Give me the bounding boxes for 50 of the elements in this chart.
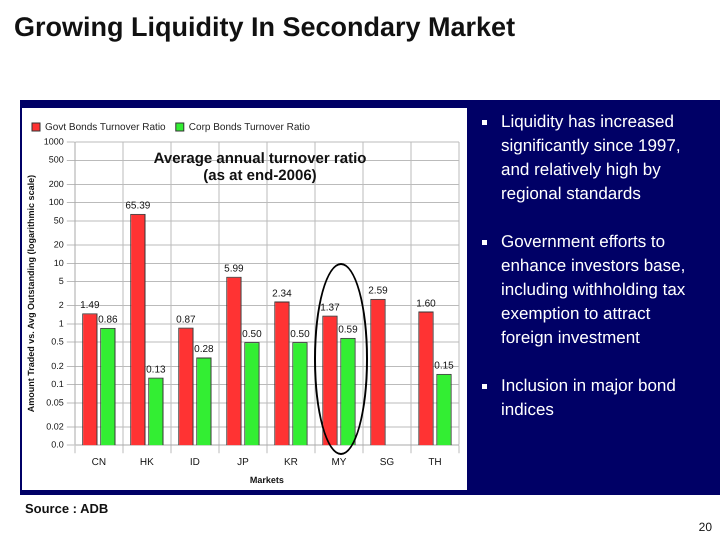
y-tick-label: 50 bbox=[54, 215, 64, 226]
legend-label: Govt Bonds Turnover Ratio bbox=[45, 122, 166, 133]
y-tick-label: 100 bbox=[48, 197, 64, 208]
x-tick-label: ID bbox=[190, 456, 200, 468]
text: Government efforts to enhance investors base, including withholding tax exemption to attract foreign investment bbox=[500, 231, 686, 349]
data-label: 1.49 bbox=[80, 300, 100, 312]
y-tick-label: 10 bbox=[54, 258, 64, 268]
y-tick-label: 2 bbox=[58, 300, 64, 310]
y-axis-title: Amount Traded vs. Avg Outstanding (logarithmic scale) bbox=[26, 174, 36, 412]
data-label: 0.15 bbox=[434, 360, 454, 372]
text: Inclusion in major bond indices bbox=[500, 375, 677, 421]
y-tick-label: 0.05 bbox=[46, 397, 64, 408]
x-tick-label: MY bbox=[331, 456, 347, 468]
x-tick-label: HK bbox=[140, 456, 154, 468]
y-tick-label: 1 bbox=[58, 318, 64, 328]
y-tick-label: 0.2 bbox=[51, 360, 64, 371]
y-tick-label: 0.1 bbox=[51, 379, 64, 390]
data-label: 0.86 bbox=[98, 314, 118, 326]
text: Liquidity has increased significantly since 1997, and relatively high by regional standards bbox=[500, 111, 682, 205]
x-tick-label: KR bbox=[284, 456, 298, 468]
text: 20 bbox=[698, 520, 712, 534]
y-tick-label: 20 bbox=[54, 240, 64, 250]
y-tick-label: 5 bbox=[58, 276, 64, 286]
y-tick-label: 0.5 bbox=[51, 336, 64, 347]
data-label: 1.60 bbox=[416, 298, 436, 310]
data-label: 2.34 bbox=[272, 288, 292, 300]
chart-title: Growing Liquidity In Secondary Market bbox=[14, 12, 516, 43]
data-label: 0.50 bbox=[242, 328, 262, 340]
data-label: 0.50 bbox=[290, 328, 310, 340]
x-axis-title: Markets bbox=[250, 475, 284, 486]
data-label: 65.39 bbox=[125, 200, 151, 212]
y-tick-label: 200 bbox=[48, 178, 64, 189]
x-tick-label: JP bbox=[237, 456, 250, 468]
x-tick-label: SG bbox=[380, 456, 394, 468]
data-label: 0.87 bbox=[176, 314, 196, 326]
x-tick-label: TH bbox=[428, 456, 442, 468]
legend-label: Corp Bonds Turnover Ratio bbox=[188, 122, 310, 133]
y-tick-label: 500 bbox=[48, 154, 64, 165]
y-tick-label: 1000 bbox=[44, 136, 64, 146]
data-label: 0.28 bbox=[194, 344, 214, 356]
data-label: 0.59 bbox=[338, 324, 358, 336]
x-tick-label: CN bbox=[92, 456, 106, 468]
y-tick-label: 0.02 bbox=[46, 421, 64, 432]
data-label: 5.99 bbox=[224, 264, 244, 275]
data-label: 0.13 bbox=[146, 364, 166, 376]
data-label: 1.37 bbox=[320, 302, 340, 314]
source-note: Source : ADB bbox=[25, 501, 108, 516]
annotation: Average annual turnover ratio (as at end-2006) bbox=[152, 150, 368, 184]
y-tick-label: 0.0 bbox=[51, 440, 64, 450]
data-label: 2.59 bbox=[368, 286, 388, 297]
